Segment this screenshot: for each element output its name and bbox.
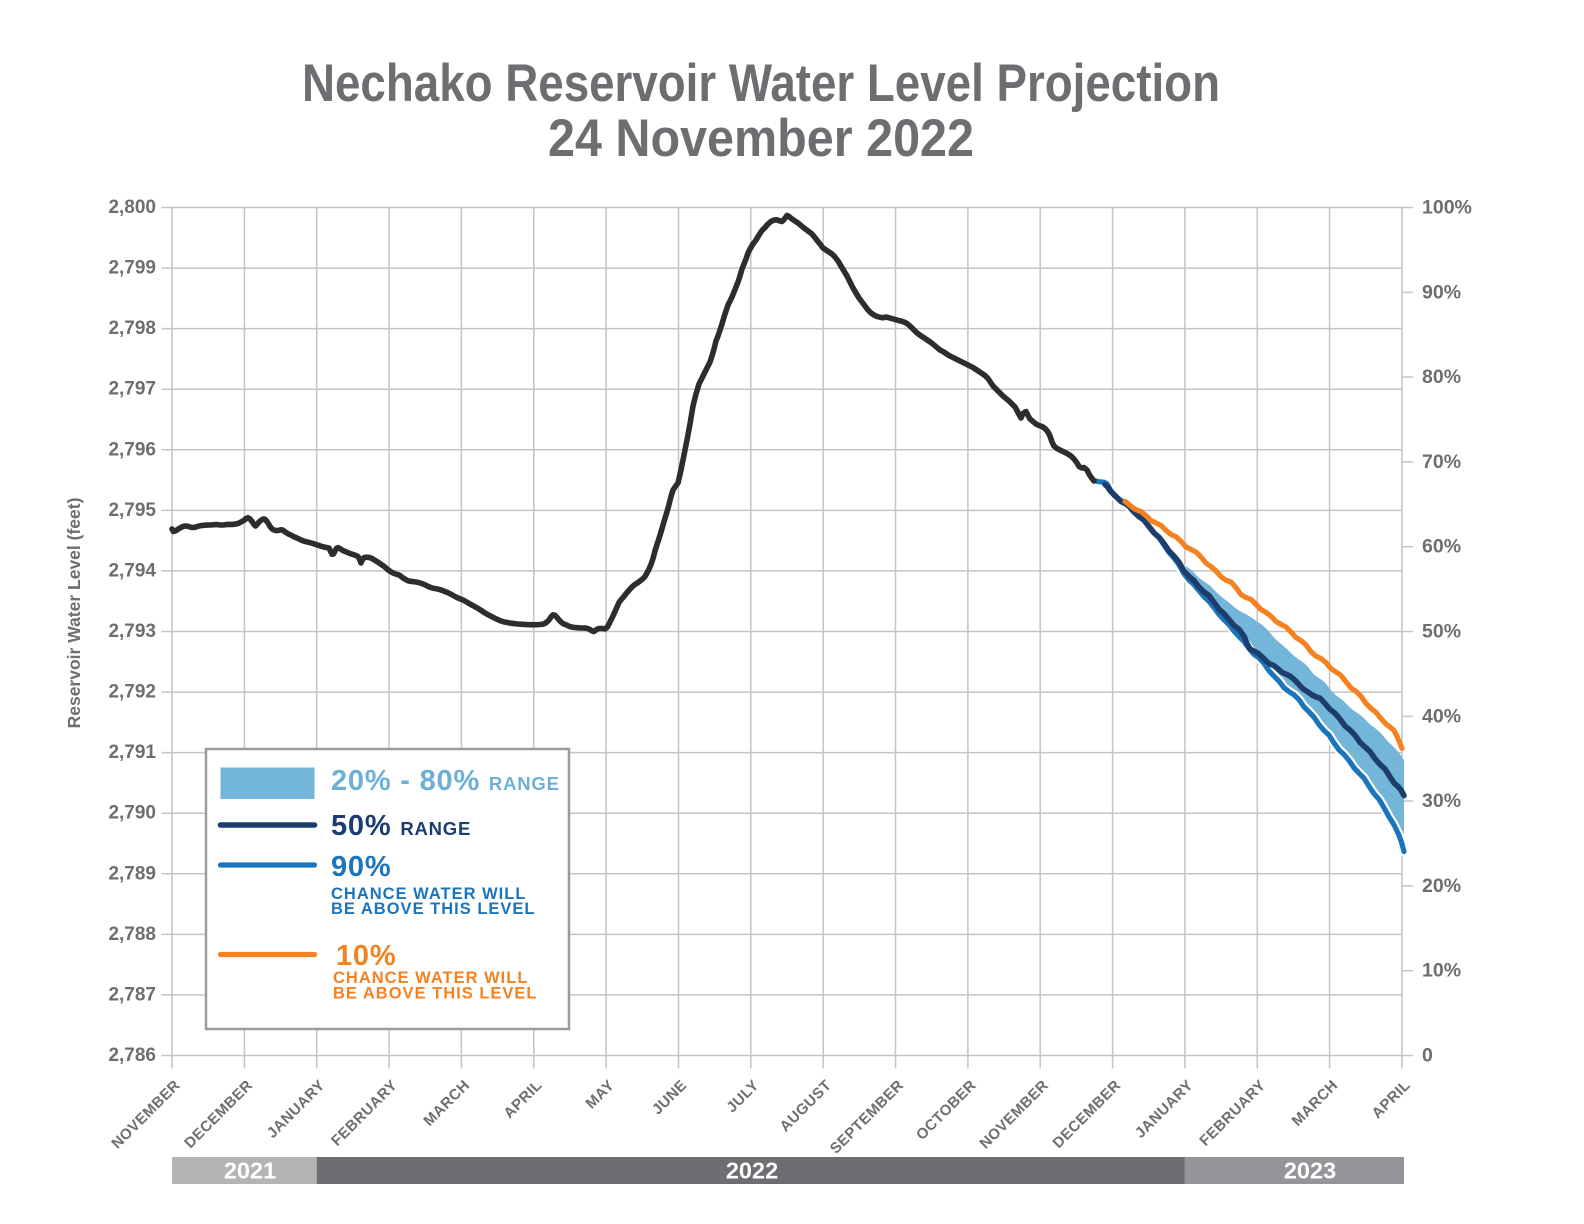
svg-text:2,797: 2,797 bbox=[108, 379, 156, 400]
svg-text:0: 0 bbox=[1422, 1045, 1433, 1067]
svg-text:80%: 80% bbox=[1422, 366, 1461, 388]
svg-text:Reservoir Water Level (feet): Reservoir Water Level (feet) bbox=[64, 498, 84, 729]
svg-text:50%: 50% bbox=[1422, 621, 1461, 643]
svg-text:24 November 2022: 24 November 2022 bbox=[548, 109, 974, 168]
svg-text:2,789: 2,789 bbox=[108, 863, 156, 884]
svg-text:2,800: 2,800 bbox=[108, 197, 156, 218]
svg-text:20%: 20% bbox=[1422, 875, 1461, 897]
svg-text:2021: 2021 bbox=[224, 1158, 276, 1184]
svg-text:30%: 30% bbox=[1422, 790, 1461, 812]
svg-text:70%: 70% bbox=[1422, 451, 1461, 473]
svg-text:2,786: 2,786 bbox=[108, 1045, 156, 1066]
svg-text:60%: 60% bbox=[1422, 536, 1461, 558]
svg-text:CHANCE WATER WILL: CHANCE WATER WILL bbox=[333, 969, 528, 987]
svg-text:40%: 40% bbox=[1422, 705, 1461, 727]
svg-text:2,791: 2,791 bbox=[108, 742, 156, 763]
svg-text:2,796: 2,796 bbox=[108, 439, 156, 460]
svg-text:Nechako Reservoir Water Level: Nechako Reservoir Water Level Projection bbox=[302, 54, 1220, 113]
svg-text:2,787: 2,787 bbox=[108, 984, 156, 1005]
svg-text:2,792: 2,792 bbox=[108, 682, 156, 703]
svg-text:2,798: 2,798 bbox=[108, 318, 156, 339]
svg-text:CHANCE WATER WILL: CHANCE WATER WILL bbox=[331, 885, 526, 903]
svg-text:2,793: 2,793 bbox=[108, 621, 156, 642]
svg-text:BE ABOVE THIS LEVEL: BE ABOVE THIS LEVEL bbox=[331, 900, 536, 918]
svg-text:90%: 90% bbox=[1422, 281, 1461, 303]
svg-text:10%: 10% bbox=[1422, 960, 1461, 982]
svg-text:2,799: 2,799 bbox=[108, 258, 156, 279]
svg-text:2,795: 2,795 bbox=[108, 500, 156, 521]
svg-text:90%: 90% bbox=[331, 851, 391, 883]
svg-text:10%: 10% bbox=[336, 940, 396, 972]
svg-text:2,788: 2,788 bbox=[108, 924, 156, 945]
svg-text:2,790: 2,790 bbox=[108, 803, 156, 824]
svg-text:2022: 2022 bbox=[726, 1158, 778, 1184]
svg-text:2023: 2023 bbox=[1284, 1158, 1336, 1184]
svg-text:100%: 100% bbox=[1422, 197, 1472, 219]
svg-text:2,794: 2,794 bbox=[108, 560, 156, 581]
svg-text:BE ABOVE THIS LEVEL: BE ABOVE THIS LEVEL bbox=[333, 985, 538, 1003]
